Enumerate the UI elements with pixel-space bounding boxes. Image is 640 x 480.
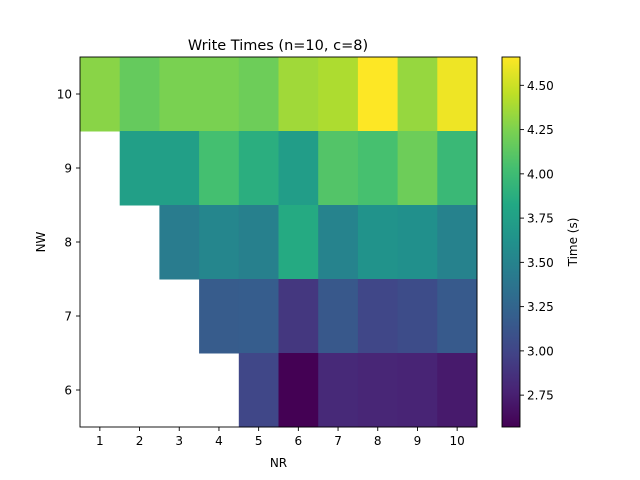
heatmap-cell [318,57,359,132]
colorbar-tick-label: 3.50 [527,256,554,270]
heatmap-cell [437,279,478,354]
heatmap-cell [238,353,279,428]
colorbar-tick-label: 2.75 [527,389,554,403]
heatmap-cell [397,279,438,354]
heatmap-cell [278,279,319,354]
heatmap-cell [119,57,160,132]
colorbar-tick-label: 3.75 [527,212,554,226]
heatmap-cell [238,205,279,280]
y-axis-label: NW [34,231,48,252]
colorbar-tick-label: 4.50 [527,79,554,93]
colorbar-label: Time (s) [566,218,580,268]
heatmap-cell [318,279,359,354]
x-tick-label: 1 [96,434,104,448]
heatmap-cell [238,57,279,132]
heatmap-cells [80,57,478,428]
heatmap-cell [318,205,359,280]
heatmap-cell [397,205,438,280]
heatmap-cell [278,131,319,206]
colorbar-tick-label: 3.25 [527,300,554,314]
heatmap-cell [278,353,319,428]
colorbar [501,56,521,428]
x-tick-label: 6 [295,434,303,448]
colorbar-tick-label: 3.00 [527,344,554,358]
heatmap-cell [437,131,478,206]
x-tick-label: 3 [175,434,183,448]
heatmap-cell [159,131,200,206]
heatmap-cell [159,205,200,280]
y-tick-label: 8 [64,236,72,250]
heatmap-cell [278,57,319,132]
heatmap-cell [238,279,279,354]
y-axis-ticks: 6 7 8 9 10 [57,88,80,398]
colorbar-tick-label: 4.00 [527,167,554,181]
y-tick-label: 7 [64,310,72,324]
x-tick-label: 2 [136,434,144,448]
heatmap-cell [318,353,359,428]
y-tick-label: 10 [57,88,72,102]
heatmap-cell [437,205,478,280]
heatmap-cell [357,57,399,132]
heatmap-cell [397,353,438,428]
heatmap-cell [357,353,399,428]
x-tick-label: 7 [334,434,342,448]
heatmap-cell [199,279,240,354]
heatmap-cell [318,131,359,206]
x-tick-label: 9 [414,434,422,448]
heatmap-cell [159,57,200,132]
x-tick-label: 10 [450,434,465,448]
heatmap-cell [437,353,478,428]
x-tick-label: 8 [374,434,382,448]
x-axis-ticks: 1 2 3 4 5 6 7 8 9 10 [96,427,465,448]
x-tick-label: 5 [255,434,263,448]
heatmap-cell [199,205,240,280]
colorbar-ticks: 2.75 3.00 3.25 3.50 3.75 4.00 4.25 4.50 [520,79,554,403]
heatmap-cell [199,131,240,206]
heatmap-cell [238,131,279,206]
heatmap-cell [119,131,160,206]
heatmap-cell [278,205,319,280]
heatmap-cell [437,57,478,132]
heatmap-cell [397,131,438,206]
chart-title: Write Times (n=10, c=8) [188,38,368,54]
heatmap-cell [357,279,399,354]
heatmap-cell [357,205,399,280]
heatmap-cell [199,57,240,132]
x-axis-label: NR [270,456,287,470]
heatmap-cell [397,57,438,132]
y-tick-label: 6 [64,384,72,398]
x-tick-label: 4 [215,434,223,448]
heatmap-cell [357,131,399,206]
heatmap-cell [80,57,121,132]
y-tick-label: 9 [64,162,72,176]
colorbar-tick-label: 4.25 [527,123,554,137]
